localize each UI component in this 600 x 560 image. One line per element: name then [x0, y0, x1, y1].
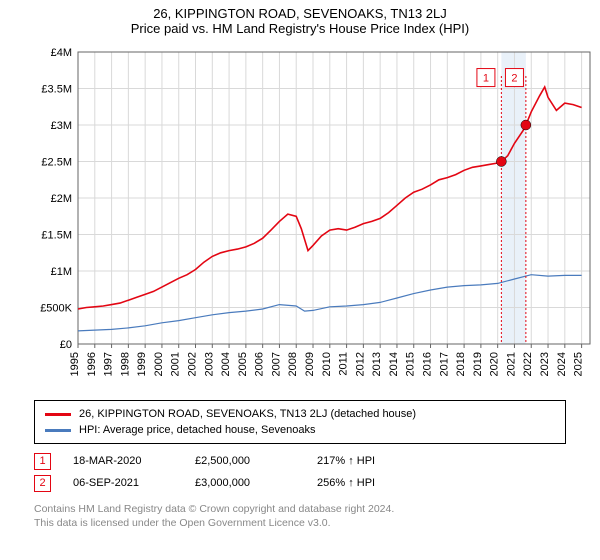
svg-text:2013: 2013: [371, 352, 383, 376]
legend-swatch: [45, 413, 71, 416]
svg-text:2014: 2014: [388, 352, 400, 376]
sale-date: 06-SEP-2021: [73, 472, 173, 494]
sale-marker: 1: [34, 453, 51, 470]
sale-pct: 256% ↑ HPI: [317, 472, 375, 494]
sale-marker: 2: [34, 475, 51, 492]
legend-item: HPI: Average price, detached house, Seve…: [45, 422, 555, 438]
legend-label: 26, KIPPINGTON ROAD, SEVENOAKS, TN13 2LJ…: [79, 406, 416, 422]
svg-text:2009: 2009: [304, 352, 316, 376]
svg-text:2000: 2000: [153, 352, 165, 376]
svg-text:1999: 1999: [136, 352, 148, 376]
sale-pct: 217% ↑ HPI: [317, 450, 375, 472]
svg-text:2: 2: [511, 72, 517, 84]
svg-text:2004: 2004: [220, 352, 232, 376]
svg-text:2002: 2002: [187, 352, 199, 376]
svg-text:£3M: £3M: [51, 120, 72, 132]
svg-text:£1M: £1M: [51, 266, 72, 278]
legend-label: HPI: Average price, detached house, Seve…: [79, 422, 315, 438]
svg-text:£4M: £4M: [51, 47, 72, 59]
svg-text:1996: 1996: [86, 352, 98, 376]
chart-svg: £0 £500K £1M £1.5M £2M £2.5M £3M £3.5M £4M 1995 19…: [34, 44, 594, 394]
svg-text:1995: 1995: [69, 352, 81, 376]
svg-text:1998: 1998: [119, 352, 131, 376]
svg-text:2025: 2025: [573, 352, 585, 376]
footer-line: This data is licensed under the Open Gov…: [34, 516, 566, 530]
svg-text:2006: 2006: [254, 352, 266, 376]
svg-text:£500K: £500K: [40, 303, 72, 315]
legend-swatch: [45, 429, 71, 432]
legend: 26, KIPPINGTON ROAD, SEVENOAKS, TN13 2LJ…: [34, 400, 566, 444]
sale-price: £2,500,000: [195, 450, 295, 472]
svg-text:2015: 2015: [405, 352, 417, 376]
sales-table: 1 18-MAR-2020 £2,500,000 217% ↑ HPI 2 06…: [34, 450, 566, 494]
page-subtitle: Price paid vs. HM Land Registry's House …: [0, 21, 600, 40]
svg-text:2017: 2017: [438, 352, 450, 376]
svg-text:2020: 2020: [489, 352, 501, 376]
footer-line: Contains HM Land Registry data © Crown c…: [34, 502, 566, 516]
page-title: 26, KIPPINGTON ROAD, SEVENOAKS, TN13 2LJ: [0, 0, 600, 21]
svg-text:2023: 2023: [539, 352, 551, 376]
svg-text:2024: 2024: [556, 352, 568, 376]
svg-text:2007: 2007: [270, 352, 282, 376]
svg-text:2003: 2003: [203, 352, 215, 376]
svg-text:£3.5M: £3.5M: [41, 84, 72, 96]
svg-text:2001: 2001: [170, 352, 182, 376]
sale-date: 18-MAR-2020: [73, 450, 173, 472]
sale-row: 2 06-SEP-2021 £3,000,000 256% ↑ HPI: [34, 472, 566, 494]
svg-text:£1.5M: £1.5M: [41, 230, 72, 242]
chart: £0 £500K £1M £1.5M £2M £2.5M £3M £3.5M £4M 1995 19…: [34, 44, 594, 394]
footer: Contains HM Land Registry data © Crown c…: [34, 502, 566, 530]
svg-text:2019: 2019: [472, 352, 484, 376]
svg-text:1: 1: [483, 72, 489, 84]
svg-text:2021: 2021: [505, 352, 517, 376]
legend-item: 26, KIPPINGTON ROAD, SEVENOAKS, TN13 2LJ…: [45, 406, 555, 422]
svg-text:£0: £0: [60, 339, 72, 351]
svg-text:1997: 1997: [103, 352, 115, 376]
svg-text:2018: 2018: [455, 352, 467, 376]
svg-text:£2M: £2M: [51, 193, 72, 205]
svg-text:£2.5M: £2.5M: [41, 157, 72, 169]
sale-row: 1 18-MAR-2020 £2,500,000 217% ↑ HPI: [34, 450, 566, 472]
svg-text:2005: 2005: [237, 352, 249, 376]
svg-text:2012: 2012: [354, 352, 366, 376]
svg-text:2011: 2011: [338, 352, 350, 376]
svg-text:2008: 2008: [287, 352, 299, 376]
svg-text:2022: 2022: [522, 352, 534, 376]
svg-text:2016: 2016: [422, 352, 434, 376]
svg-text:2010: 2010: [321, 352, 333, 376]
sale-price: £3,000,000: [195, 472, 295, 494]
